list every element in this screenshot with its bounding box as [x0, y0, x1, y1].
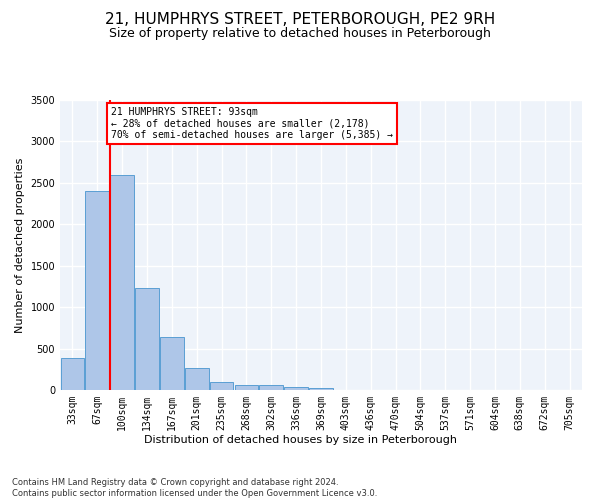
Bar	[259, 386, 283, 390]
Bar	[284, 386, 308, 390]
Text: Contains HM Land Registry data © Crown copyright and database right 2024.
Contai: Contains HM Land Registry data © Crown c…	[12, 478, 377, 498]
Bar	[309, 388, 333, 390]
Y-axis label: Number of detached properties: Number of detached properties	[15, 158, 25, 332]
Bar	[185, 368, 209, 390]
Text: 21, HUMPHRYS STREET, PETERBOROUGH, PE2 9RH: 21, HUMPHRYS STREET, PETERBOROUGH, PE2 9…	[105, 12, 495, 28]
Bar	[210, 382, 233, 390]
Text: Size of property relative to detached houses in Peterborough: Size of property relative to detached ho…	[109, 28, 491, 40]
Bar	[235, 385, 258, 390]
Bar	[135, 288, 159, 390]
Bar	[160, 337, 184, 390]
Text: 21 HUMPHRYS STREET: 93sqm
← 28% of detached houses are smaller (2,178)
70% of se: 21 HUMPHRYS STREET: 93sqm ← 28% of detac…	[111, 106, 393, 140]
Bar	[110, 174, 134, 390]
Bar	[85, 191, 109, 390]
Text: Distribution of detached houses by size in Peterborough: Distribution of detached houses by size …	[143, 435, 457, 445]
Bar	[61, 358, 84, 390]
